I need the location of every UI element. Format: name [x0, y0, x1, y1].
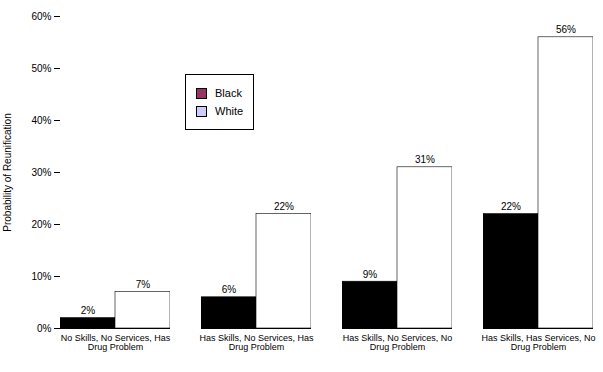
svg-text:Has Skills, Has Services, NoDr: Has Skills, Has Services, NoDrug Problem	[481, 333, 595, 352]
svg-text:7%: 7%	[136, 279, 151, 290]
svg-text:0%: 0%	[37, 323, 52, 334]
html-text:Black: Black	[215, 87, 242, 99]
svg-text:Has Skills, No Services, HasDr: Has Skills, No Services, HasDrug Problem	[199, 333, 314, 352]
svg-text:31%: 31%	[415, 154, 435, 165]
svg-text:50%: 50%	[31, 63, 51, 74]
svg-text:56%: 56%	[556, 24, 576, 35]
svg-text:60%: 60%	[31, 11, 51, 22]
svg-text:22%: 22%	[274, 201, 294, 212]
svg-text:20%: 20%	[31, 219, 51, 230]
svg-text:Probability of Reunification: Probability of Reunification	[2, 113, 13, 231]
html-text:White: White	[215, 105, 244, 117]
svg-text:10%: 10%	[31, 271, 51, 282]
svg-text:6%: 6%	[222, 284, 237, 295]
svg-text:22%: 22%	[501, 201, 521, 212]
svg-text:30%: 30%	[31, 167, 51, 178]
svg-text:9%: 9%	[363, 269, 378, 280]
svg-text:No Skills, No Services, HasDru: No Skills, No Services, HasDrug Problem	[61, 333, 171, 352]
svg-text:2%: 2%	[81, 305, 96, 316]
svg-text:40%: 40%	[31, 115, 51, 126]
svg-text:Has Skills, No Services, NoDru: Has Skills, No Services, NoDrug Problem	[343, 333, 453, 352]
